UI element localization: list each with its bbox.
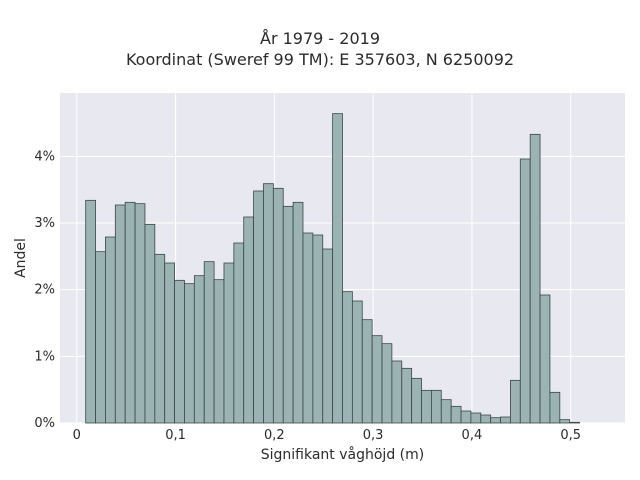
histogram-bar [332, 113, 343, 424]
y-axis-label: Andel [13, 238, 29, 278]
histogram-bar [85, 199, 96, 424]
histogram-bar [519, 158, 531, 424]
histogram-bar [233, 242, 245, 424]
y-tick-label: 1% [34, 349, 55, 364]
histogram-bar [391, 360, 403, 424]
histogram-bar [282, 205, 294, 424]
x-tick-label: 0,1 [165, 428, 186, 443]
chart-subtitle: Koordinat (Sweref 99 TM): E 357603, N 62… [125, 50, 515, 69]
histogram-bar [223, 262, 235, 424]
histogram-bar [440, 399, 452, 424]
histogram-bar [381, 343, 393, 424]
histogram-bar [144, 223, 156, 424]
histogram-bar [401, 367, 413, 424]
x-tick-label: 0,5 [560, 428, 581, 443]
histogram-bar [213, 279, 225, 424]
x-tick-label: 0 [73, 428, 81, 443]
histogram-bar [114, 204, 126, 424]
histogram-bar [470, 412, 482, 424]
histogram-bar [263, 183, 274, 424]
histogram-bar [105, 236, 116, 424]
histogram-bar [539, 294, 551, 424]
histogram-bar [430, 389, 442, 424]
histogram-bar [253, 190, 264, 424]
histogram-bar [500, 416, 511, 424]
histogram-bar [134, 203, 146, 424]
histogram-bar [480, 414, 492, 424]
histogram-bar [272, 187, 284, 424]
histogram-bar [164, 262, 175, 424]
histogram-bar [569, 421, 580, 424]
x-tick-label: 0,3 [363, 428, 384, 443]
y-tick-label: 4% [34, 149, 55, 164]
histogram-bar [351, 300, 363, 424]
histogram-bar [549, 391, 561, 424]
chart-title: År 1979 - 2019 [260, 29, 380, 48]
histogram-bar [342, 291, 353, 424]
x-axis-label: Signifikant våghöjd (m) [260, 447, 425, 463]
histogram-bar [292, 201, 304, 424]
histogram-bar [361, 319, 373, 424]
histogram-bar [302, 232, 314, 424]
histogram-bar [371, 335, 383, 424]
histogram-bar [322, 248, 334, 424]
histogram-bar [174, 279, 185, 424]
histogram-bar [154, 253, 166, 424]
x-tick-label: 0,2 [264, 428, 285, 443]
y-tick-label: 3% [34, 216, 55, 231]
histogram-bar [559, 419, 571, 424]
tick-labels: 0 0,1 0,2 0,3 0,4 0,5 0% 1% 2% 3% 4% [34, 149, 581, 443]
y-tick-label: 2% [34, 283, 55, 298]
histogram-bar [203, 261, 215, 424]
histogram-bar [124, 201, 136, 424]
y-tick-label: 0% [34, 416, 55, 431]
histogram-bar [184, 283, 195, 424]
histogram-bar [193, 275, 205, 424]
histogram-bar [460, 410, 472, 424]
x-tick-label: 0,4 [462, 428, 483, 443]
histogram-bar [421, 389, 432, 424]
histogram-bar [450, 405, 462, 424]
histogram-bar [529, 133, 541, 424]
histogram-bar [95, 251, 106, 424]
histogram-bar [243, 216, 255, 424]
histogram-bars [85, 113, 580, 424]
histogram-bar [510, 379, 521, 424]
histogram-bar [411, 377, 422, 424]
histogram-bar [312, 234, 324, 424]
histogram-bar [490, 417, 501, 424]
